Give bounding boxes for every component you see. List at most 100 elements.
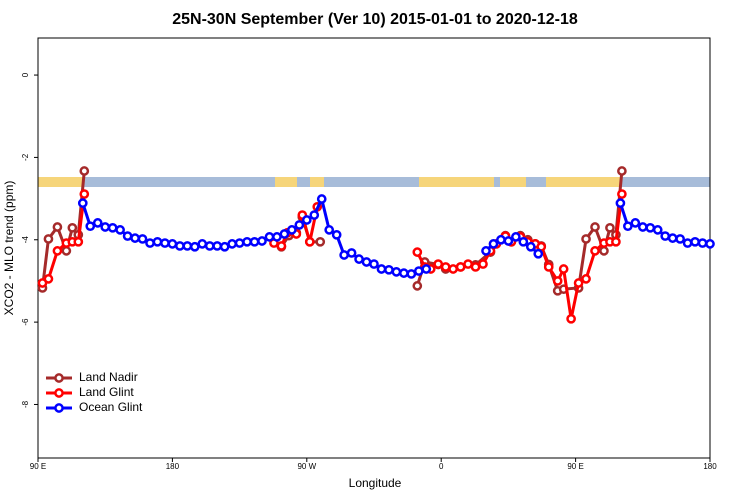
point — [73, 236, 84, 247]
point — [581, 234, 591, 244]
point — [331, 229, 342, 240]
point — [175, 241, 185, 251]
point — [309, 210, 320, 220]
y-axis-label: XCO2 - MLO trend (ppm) — [2, 181, 16, 316]
point — [399, 268, 409, 278]
point — [615, 198, 626, 208]
point — [481, 246, 491, 256]
point — [43, 274, 54, 284]
point — [79, 189, 90, 199]
point — [630, 218, 641, 228]
land-strip — [38, 177, 83, 187]
point — [369, 259, 379, 269]
legend-label: Land Glint — [79, 385, 134, 399]
point — [525, 241, 536, 252]
point — [294, 220, 305, 230]
point — [652, 225, 663, 235]
point — [52, 222, 63, 232]
point — [558, 264, 569, 274]
point — [152, 236, 163, 247]
point — [287, 225, 297, 235]
point — [130, 233, 140, 243]
x-tick-label: 180 — [703, 462, 717, 471]
point — [160, 238, 170, 248]
land-strip — [275, 177, 297, 187]
point — [590, 246, 600, 256]
point — [279, 229, 290, 239]
point — [182, 241, 193, 251]
point — [518, 236, 529, 247]
point — [421, 264, 432, 274]
point — [413, 266, 424, 276]
point — [167, 239, 178, 249]
y-tick-label: -8 — [21, 400, 30, 408]
x-tick-label: 90 E — [567, 462, 583, 471]
point — [339, 250, 349, 260]
point — [272, 232, 282, 242]
point — [478, 259, 488, 269]
point — [488, 239, 499, 249]
point — [470, 262, 481, 272]
land-strip — [310, 177, 324, 187]
point — [52, 246, 63, 256]
legend-marker — [54, 388, 64, 398]
point — [463, 259, 473, 269]
point — [107, 222, 118, 233]
point — [43, 234, 54, 244]
point — [234, 238, 245, 248]
legend-label: Ocean Glint — [79, 400, 143, 414]
point — [581, 274, 591, 284]
point — [115, 225, 125, 235]
point — [611, 236, 621, 247]
point — [533, 248, 544, 259]
y-tick-label: -4 — [21, 236, 30, 244]
x-tick-label: 0 — [439, 462, 444, 471]
point — [705, 239, 715, 249]
point — [301, 215, 312, 225]
point — [448, 264, 458, 274]
land-strip — [546, 177, 620, 187]
point — [227, 239, 237, 249]
x-tick-label: 90 W — [297, 462, 316, 471]
point — [637, 222, 648, 232]
y-tick-label: -2 — [21, 153, 30, 161]
point — [67, 222, 78, 233]
point — [189, 241, 200, 252]
point — [77, 198, 88, 208]
point — [543, 262, 554, 272]
point — [660, 231, 671, 241]
point — [440, 262, 451, 272]
point — [361, 257, 372, 267]
point — [605, 222, 615, 233]
y-tick-label: 0 — [21, 72, 30, 77]
point — [406, 269, 417, 279]
point — [391, 267, 402, 277]
point — [511, 232, 521, 242]
point — [92, 218, 103, 228]
point — [697, 238, 708, 248]
point — [197, 239, 208, 249]
point — [122, 231, 133, 241]
point — [79, 166, 90, 176]
point — [249, 236, 260, 247]
legend-label: Land Nadir — [79, 370, 138, 384]
x-axis-label: Longitude — [349, 476, 402, 490]
point — [346, 248, 357, 258]
point — [645, 222, 656, 233]
legend-marker — [54, 403, 64, 413]
x-tick-label: 180 — [166, 462, 180, 471]
point — [682, 238, 693, 248]
point — [315, 236, 326, 247]
point — [219, 241, 230, 252]
point — [276, 241, 287, 251]
point — [675, 234, 685, 244]
chart-title: 25N-30N September (Ver 10) 2015-01-01 to… — [172, 11, 578, 28]
point — [623, 221, 633, 232]
point — [496, 234, 506, 245]
point — [690, 236, 700, 247]
point — [455, 262, 466, 272]
plot-frame — [37, 37, 711, 459]
y-tick-label: -6 — [21, 318, 30, 326]
x-tick-label: 90 E — [30, 462, 46, 471]
point — [324, 225, 335, 235]
